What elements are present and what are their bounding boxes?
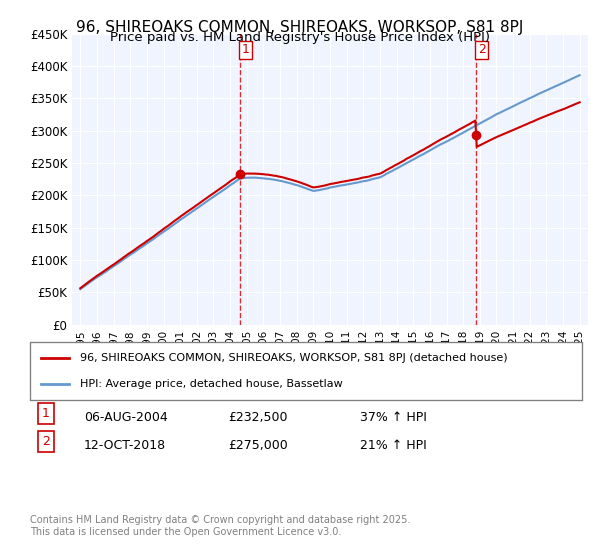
Text: 2: 2 <box>478 43 485 56</box>
Text: 1: 1 <box>42 407 50 420</box>
Text: HPI: Average price, detached house, Bassetlaw: HPI: Average price, detached house, Bass… <box>80 379 343 389</box>
Text: 96, SHIREOAKS COMMON, SHIREOAKS, WORKSOP, S81 8PJ (detached house): 96, SHIREOAKS COMMON, SHIREOAKS, WORKSOP… <box>80 353 508 363</box>
Text: 06-AUG-2004: 06-AUG-2004 <box>84 410 168 424</box>
Text: £232,500: £232,500 <box>228 410 287 424</box>
Text: 37% ↑ HPI: 37% ↑ HPI <box>360 410 427 424</box>
Text: Contains HM Land Registry data © Crown copyright and database right 2025.
This d: Contains HM Land Registry data © Crown c… <box>30 515 410 537</box>
Text: 12-OCT-2018: 12-OCT-2018 <box>84 438 166 452</box>
Text: Price paid vs. HM Land Registry's House Price Index (HPI): Price paid vs. HM Land Registry's House … <box>110 31 490 44</box>
Text: 21% ↑ HPI: 21% ↑ HPI <box>360 438 427 452</box>
Text: 2: 2 <box>42 435 50 448</box>
Text: 96, SHIREOAKS COMMON, SHIREOAKS, WORKSOP, S81 8PJ: 96, SHIREOAKS COMMON, SHIREOAKS, WORKSOP… <box>76 20 524 35</box>
Text: 1: 1 <box>242 43 250 56</box>
Text: £275,000: £275,000 <box>228 438 288 452</box>
